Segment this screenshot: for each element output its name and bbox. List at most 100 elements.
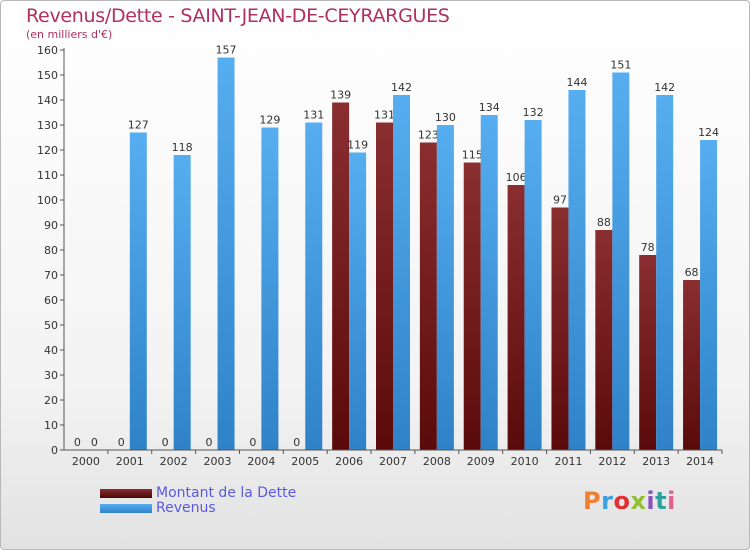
data-label: 142 <box>654 81 675 94</box>
bar-dette <box>463 162 481 450</box>
y-tick-label: 0 <box>51 444 58 457</box>
y-tick-label: 70 <box>44 269 58 282</box>
bar-revenus <box>129 132 147 450</box>
legend-swatch-dette <box>100 489 152 498</box>
x-tick-label: 2009 <box>467 455 495 468</box>
data-label: 115 <box>462 149 483 162</box>
x-tick-label: 2002 <box>160 455 188 468</box>
x-tick-label: 2003 <box>204 455 232 468</box>
x-tick-label: 2004 <box>247 455 275 468</box>
data-label: 0 <box>74 436 81 449</box>
x-tick-label: 2013 <box>642 455 670 468</box>
bar-revenus <box>173 155 191 450</box>
x-tick-label: 2014 <box>686 455 714 468</box>
bar-dette <box>507 185 525 450</box>
data-label: 118 <box>172 141 193 154</box>
logo-letter: o <box>613 487 631 515</box>
data-label: 129 <box>259 114 280 127</box>
bar-revenus <box>217 57 235 450</box>
data-label: 0 <box>293 436 300 449</box>
logo-letter: i <box>667 487 676 515</box>
data-label: 131 <box>303 109 324 122</box>
proxiti-logo: Proxiti <box>583 487 676 515</box>
logo-letter: P <box>583 487 602 515</box>
data-label: 151 <box>610 59 631 72</box>
data-label: 127 <box>128 119 149 132</box>
bar-revenus <box>261 127 279 450</box>
bar-revenus <box>612 72 630 450</box>
x-tick-label: 2005 <box>291 455 319 468</box>
logo-letter: i <box>646 487 656 515</box>
data-label: 144 <box>566 76 587 89</box>
x-tick-label: 2001 <box>116 455 144 468</box>
y-tick-label: 60 <box>44 294 58 307</box>
bar-dette <box>639 255 657 450</box>
bar-dette <box>683 280 701 450</box>
data-label: 124 <box>698 126 719 139</box>
y-tick-label: 30 <box>44 369 58 382</box>
y-tick-label: 130 <box>37 119 58 132</box>
data-label: 0 <box>249 436 256 449</box>
data-label: 119 <box>347 139 368 152</box>
chart-unit: (en milliers d'€) <box>26 28 113 41</box>
y-tick-label: 120 <box>37 144 58 157</box>
data-label: 131 <box>374 109 395 122</box>
x-tick-label: 2007 <box>379 455 407 468</box>
legend-label-dette: Montant de la Dette <box>156 485 297 501</box>
data-label: 106 <box>506 171 527 184</box>
y-tick-label: 90 <box>44 219 58 232</box>
bar-dette <box>595 230 613 450</box>
data-label: 142 <box>391 81 412 94</box>
bar-revenus <box>305 122 323 450</box>
data-label: 157 <box>216 44 237 57</box>
y-tick-label: 100 <box>37 194 58 207</box>
data-label: 139 <box>330 89 351 102</box>
data-label: 0 <box>118 436 125 449</box>
data-label: 132 <box>523 106 544 119</box>
bar-revenus <box>700 140 718 450</box>
data-label: 0 <box>91 436 98 449</box>
logo-letter: t <box>655 487 668 515</box>
bar-revenus <box>436 125 454 450</box>
data-label: 130 <box>435 111 456 124</box>
data-label: 78 <box>641 241 655 254</box>
data-label: 97 <box>553 194 567 207</box>
legend-swatch-revenus <box>100 504 152 513</box>
bar-dette <box>551 207 569 450</box>
bar-dette <box>376 122 393 450</box>
bar-revenus <box>568 90 586 450</box>
bar-dette <box>419 142 437 450</box>
x-tick-label: 2000 <box>72 455 100 468</box>
legend-label-revenus: Revenus <box>156 500 216 516</box>
bar-revenus <box>349 152 367 450</box>
x-tick-label: 2011 <box>554 455 582 468</box>
logo-letter: r <box>601 487 614 515</box>
y-tick-label: 140 <box>37 94 58 107</box>
bar-revenus <box>393 95 410 450</box>
y-tick-label: 160 <box>37 44 58 57</box>
bar-revenus <box>524 120 542 450</box>
data-label: 68 <box>685 266 699 279</box>
x-tick-label: 2008 <box>423 455 451 468</box>
data-label: 88 <box>597 216 611 229</box>
data-label: 0 <box>206 436 213 449</box>
data-label: 0 <box>162 436 169 449</box>
bar-dette <box>332 102 350 450</box>
x-tick-label: 2012 <box>598 455 626 468</box>
bar-revenus <box>480 115 498 450</box>
y-tick-label: 50 <box>44 319 58 332</box>
logo-letter: x <box>630 487 647 515</box>
y-tick-label: 150 <box>37 69 58 82</box>
y-tick-label: 20 <box>44 394 58 407</box>
y-tick-label: 40 <box>44 344 58 357</box>
bar-revenus <box>656 95 674 450</box>
data-label: 123 <box>418 129 439 142</box>
y-tick-label: 80 <box>44 244 58 257</box>
x-tick-label: 2010 <box>511 455 539 468</box>
chart-title: Revenus/Dette - SAINT-JEAN-DE-CEYRARGUES <box>26 5 450 27</box>
x-tick-label: 2006 <box>335 455 363 468</box>
y-tick-label: 10 <box>44 419 58 432</box>
y-tick-label: 110 <box>37 169 58 182</box>
data-label: 134 <box>479 101 500 114</box>
